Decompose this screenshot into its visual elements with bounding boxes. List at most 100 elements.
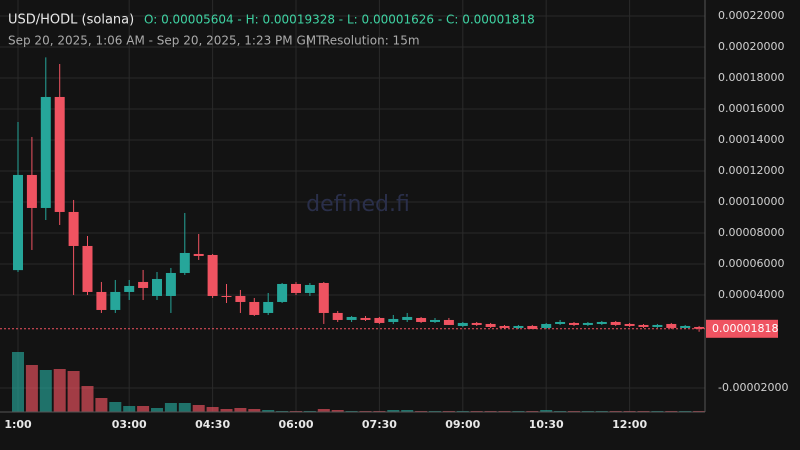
volume-bar: [81, 386, 94, 412]
grid: [0, 0, 705, 412]
candle-body: [499, 325, 510, 328]
volume-bar: [151, 408, 163, 412]
last-price-box: [706, 319, 778, 338]
candle-body: [346, 316, 357, 320]
candle-body: [402, 316, 413, 320]
candle-body: [332, 312, 343, 320]
candle-body: [541, 323, 552, 328]
x-tick-label: 09:00: [445, 418, 480, 431]
candle-body: [179, 252, 190, 273]
last-price-label: 0.00001818: [712, 322, 778, 335]
plot: [12, 57, 706, 412]
candle-body: [207, 254, 218, 296]
candle-body: [638, 324, 649, 327]
watermark: defined.fi: [306, 192, 410, 217]
volume-bar: [262, 410, 275, 412]
x-tick-label: 06:00: [278, 418, 313, 431]
candle-body: [680, 325, 691, 328]
candle-body: [193, 253, 204, 256]
candle-body: [138, 281, 149, 288]
chart-title: USD/HODL (solana): [8, 13, 134, 28]
volume-bar: [317, 409, 330, 412]
volume-bar: [164, 403, 177, 412]
volume-bar: [137, 406, 150, 412]
candle-body: [291, 283, 301, 293]
candle-body: [443, 319, 454, 325]
candle-body: [68, 211, 79, 246]
y-tick-label: 0.00012000: [718, 164, 784, 177]
candle-body: [694, 326, 705, 329]
volume-bar: [123, 406, 136, 412]
candle-body: [152, 278, 162, 296]
resolution: Resolution: 15m: [322, 34, 420, 48]
candle-body: [235, 295, 246, 302]
candle-body: [26, 174, 37, 208]
y-tick-label: 0.00004000: [718, 288, 784, 301]
y-tick-label: 0.00016000: [718, 102, 784, 115]
y-tick-label: -0.00002000: [718, 381, 788, 394]
volume-bar: [192, 405, 205, 412]
y-tick-label: 0.00022000: [718, 9, 784, 22]
x-tick-label: 10:30: [529, 418, 564, 431]
volume-bar: [67, 371, 80, 412]
ohlc-summary: O: 0.00005604 - H: 0.00019328 - L: 0.000…: [144, 13, 535, 27]
x-tick-label: 03:00: [112, 418, 147, 431]
volume-bar: [387, 410, 400, 412]
volume-bar: [331, 410, 344, 412]
volume-bar: [248, 409, 261, 412]
candle-body: [624, 323, 635, 326]
candle-body: [82, 245, 93, 292]
candle-body: [263, 301, 274, 313]
candle-body: [596, 321, 607, 324]
y-tick-label: 0.00018000: [718, 71, 784, 84]
x-tick-label: 04:30: [195, 418, 230, 431]
candle-body: [277, 283, 288, 302]
y-tick-label: 0.00020000: [718, 40, 784, 53]
y-tick-label: 0.00006000: [718, 257, 784, 270]
volume-bar: [234, 408, 247, 412]
candle-body: [304, 284, 315, 293]
candle-body: [610, 321, 621, 325]
volume-bar: [540, 410, 553, 412]
volume-bar: [220, 409, 233, 412]
volume-bar: [95, 398, 108, 412]
candle-body: [471, 322, 482, 325]
candle-body: [388, 318, 399, 322]
y-tick-label: 0.00008000: [718, 226, 784, 239]
candle-body: [124, 285, 135, 292]
separator: |: [306, 34, 310, 48]
candle-body: [96, 291, 107, 310]
volume-bar: [206, 407, 219, 412]
x-tick-label: 07:30: [362, 418, 397, 431]
candle-body: [430, 319, 440, 322]
y-tick-label: 0.00014000: [718, 133, 784, 146]
candle-body: [457, 322, 468, 326]
volume-bar: [25, 365, 38, 412]
x-tick-label: 1:00: [4, 418, 32, 431]
candle-body: [652, 324, 663, 327]
candle-body: [318, 282, 329, 313]
x-tick-label: 12:00: [612, 418, 647, 431]
candle-body: [221, 295, 232, 297]
volume-bar: [178, 403, 191, 412]
candle-body: [513, 325, 524, 328]
candle-body: [666, 323, 677, 328]
y-tick-label: 0.00010000: [718, 195, 784, 208]
candle-body: [485, 323, 496, 327]
candle-body: [110, 291, 121, 310]
candle-body: [555, 321, 566, 324]
candle-body: [249, 301, 260, 315]
volume-bar: [401, 410, 414, 412]
candle-body: [165, 272, 176, 296]
candle-body: [527, 325, 538, 329]
candle-body: [40, 96, 51, 208]
candle-body: [374, 317, 385, 323]
candle-body: [416, 317, 427, 322]
volume-bar: [109, 402, 122, 412]
candle-body: [54, 96, 65, 212]
candle-body: [360, 317, 371, 320]
volume-bar: [39, 370, 52, 412]
